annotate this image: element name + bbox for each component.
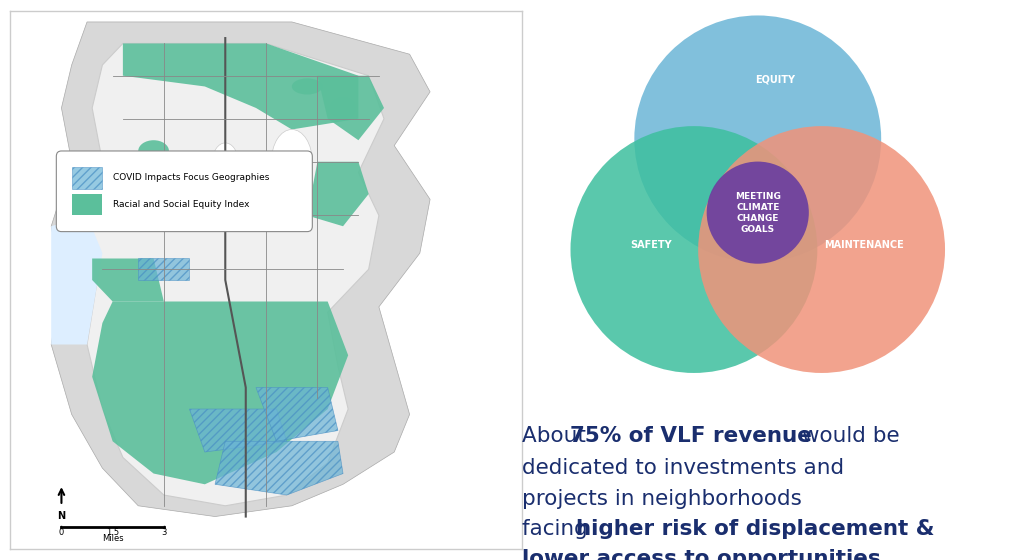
Text: 3: 3 — [161, 529, 167, 538]
Text: facing: facing — [522, 520, 595, 539]
Text: 1.5: 1.5 — [106, 529, 119, 538]
Text: Racial and Social Equity Index: Racial and Social Equity Index — [113, 200, 249, 209]
Ellipse shape — [138, 140, 169, 162]
Ellipse shape — [213, 143, 238, 180]
Circle shape — [698, 126, 945, 373]
Polygon shape — [307, 162, 369, 226]
Ellipse shape — [271, 129, 312, 194]
Ellipse shape — [330, 97, 356, 119]
Polygon shape — [51, 22, 430, 516]
Text: MAINTENANCE: MAINTENANCE — [824, 240, 904, 250]
Polygon shape — [256, 388, 338, 441]
Text: would be: would be — [796, 426, 900, 446]
Circle shape — [570, 126, 817, 373]
Polygon shape — [92, 259, 164, 301]
Text: higher risk of displacement &: higher risk of displacement & — [577, 520, 935, 539]
Text: N: N — [57, 511, 66, 521]
FancyBboxPatch shape — [72, 194, 102, 216]
Text: About: About — [522, 426, 593, 446]
Text: EQUITY: EQUITY — [755, 74, 795, 85]
Circle shape — [634, 16, 882, 262]
FancyBboxPatch shape — [56, 151, 312, 232]
Text: 75% of VLF revenue: 75% of VLF revenue — [569, 426, 812, 446]
Circle shape — [707, 162, 809, 264]
Text: MEETING
CLIMATE
CHANGE
GOALS: MEETING CLIMATE CHANGE GOALS — [735, 192, 780, 234]
Text: dedicated to investments and: dedicated to investments and — [522, 458, 844, 478]
Polygon shape — [123, 44, 358, 129]
Text: projects in neighborhoods: projects in neighborhoods — [522, 488, 802, 508]
Ellipse shape — [205, 151, 246, 172]
Polygon shape — [87, 44, 384, 506]
Polygon shape — [51, 216, 102, 344]
Text: COVID Impacts Focus Geographies: COVID Impacts Focus Geographies — [113, 174, 269, 183]
FancyBboxPatch shape — [72, 167, 102, 189]
Polygon shape — [189, 409, 287, 452]
Text: SAFETY: SAFETY — [631, 240, 672, 250]
Polygon shape — [92, 301, 348, 484]
Polygon shape — [215, 441, 343, 495]
Ellipse shape — [100, 186, 125, 202]
Polygon shape — [317, 76, 384, 140]
Polygon shape — [138, 259, 189, 280]
Text: lower access to opportunities.: lower access to opportunities. — [522, 549, 889, 560]
Ellipse shape — [292, 78, 323, 95]
Text: Miles: Miles — [101, 534, 124, 543]
Text: 0: 0 — [58, 529, 65, 538]
